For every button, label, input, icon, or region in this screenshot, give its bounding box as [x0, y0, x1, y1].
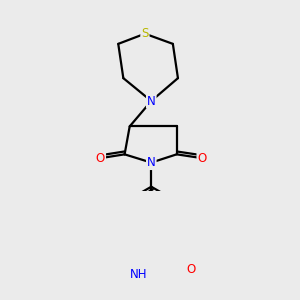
Text: S: S: [141, 27, 148, 40]
Text: N: N: [147, 156, 156, 169]
Text: O: O: [197, 152, 207, 165]
Text: O: O: [187, 263, 196, 276]
Text: N: N: [147, 94, 156, 107]
Text: O: O: [96, 152, 105, 165]
Text: NH: NH: [130, 268, 147, 281]
